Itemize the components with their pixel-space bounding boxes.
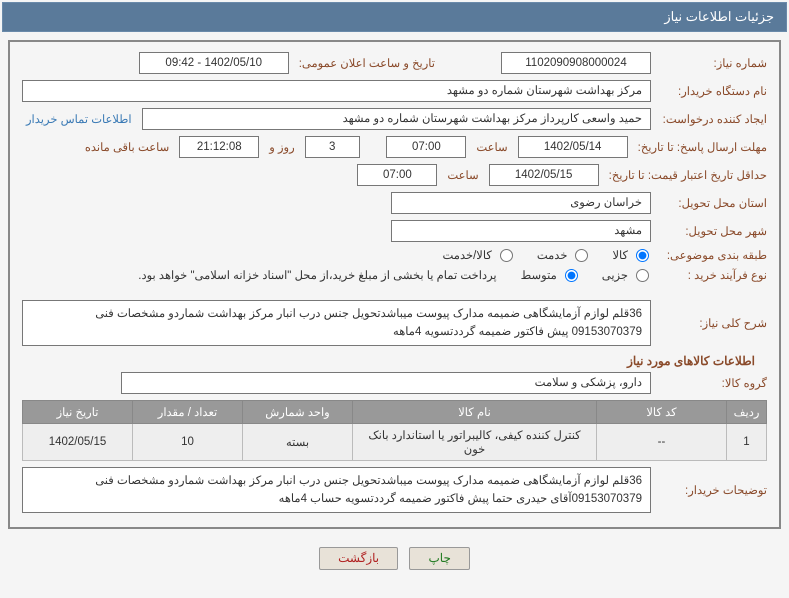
cell-name: کنترل کننده کیفی، کالیبراتور یا استاندار… (353, 424, 597, 461)
page-title: جزئیات اطلاعات نیاز (664, 9, 774, 24)
radio-small[interactable] (636, 269, 649, 282)
need-number-label: شماره نیاز: (657, 56, 767, 70)
cell-need_date: 1402/05/15 (23, 424, 133, 461)
city-label: شهر محل تحویل: (657, 224, 767, 238)
radio-medium-label: متوسط (521, 268, 557, 282)
radio-service[interactable] (575, 249, 588, 262)
th-need-date: تاریخ نیاز (23, 401, 133, 424)
buyer-org-field: مرکز بهداشت شهرستان شماره دو مشهد (22, 80, 651, 102)
th-name: نام کالا (353, 401, 597, 424)
cell-unit: بسته (243, 424, 353, 461)
days-left-field: 3 (305, 136, 360, 158)
time-left-field: 21:12:08 (179, 136, 259, 158)
goods-group-label: گروه کالا: (657, 376, 767, 390)
button-bar: چاپ بازگشت (0, 537, 789, 584)
radio-both-label: کالا/خدمت (443, 248, 492, 262)
requester-label: ایجاد کننده درخواست: (657, 112, 767, 126)
radio-service-label: خدمت (537, 248, 568, 262)
deadline-label: مهلت ارسال پاسخ: تا تاریخ: (634, 140, 767, 154)
th-code: کد کالا (597, 401, 727, 424)
buyer-org-label: نام دستگاه خریدار: (657, 84, 767, 98)
th-row: ردیف (727, 401, 767, 424)
announce-field: 1402/05/10 - 09:42 (139, 52, 289, 74)
print-button[interactable]: چاپ (409, 547, 469, 570)
buyer-notes-text: 36قلم لوازم آزمایشگاهی ضمیمه مدارک پیوست… (22, 467, 651, 513)
need-number-field: 1102090908000024 (501, 52, 651, 74)
announce-label: تاریخ و ساعت اعلان عمومی: (295, 56, 439, 70)
goods-group-field: دارو، پزشکی و سلامت (121, 372, 651, 394)
table-row: 1--کنترل کننده کیفی، کالیبراتور یا استان… (23, 424, 767, 461)
summary-label: شرح کلی نیاز: (657, 316, 767, 330)
deadline-date-field: 1402/05/14 (518, 136, 628, 158)
buyer-notes-label: توضیحات خریدار: (657, 483, 767, 497)
validity-date-field: 1402/05/15 (489, 164, 599, 186)
process-label: نوع فرآیند خرید : (657, 268, 767, 282)
deadline-time-field: 07:00 (386, 136, 466, 158)
th-qty: تعداد / مقدار (133, 401, 243, 424)
back-button[interactable]: بازگشت (319, 547, 398, 570)
radio-medium[interactable] (565, 269, 578, 282)
validity-time-field: 07:00 (357, 164, 437, 186)
process-note: پرداخت تمام یا بخشی از مبلغ خرید،از محل … (138, 268, 496, 282)
requester-field: حمید واسعی کارپرداز مرکز بهداشت شهرستان … (142, 108, 651, 130)
validity-label: حداقل تاریخ اعتبار قیمت: تا تاریخ: (605, 168, 767, 182)
radio-goods[interactable] (636, 249, 649, 262)
province-field: خراسان رضوی (391, 192, 651, 214)
radio-goods-label: کالا (612, 248, 628, 262)
time-left-label: ساعت باقی مانده (81, 140, 173, 154)
cell-row: 1 (727, 424, 767, 461)
time-label-2: ساعت (443, 168, 482, 182)
main-panel: شماره نیاز: 1102090908000024 تاریخ و ساع… (8, 40, 781, 529)
cell-qty: 10 (133, 424, 243, 461)
buyer-contact-link[interactable]: اطلاعات تماس خریدار (22, 112, 136, 126)
category-label: طبقه بندی موضوعی: (657, 248, 767, 262)
radio-both[interactable] (500, 249, 513, 262)
days-and-label: روز و (265, 140, 298, 154)
process-radio-group: جزیی متوسط (503, 268, 651, 282)
category-radio-group: کالا خدمت کالا/خدمت (425, 248, 652, 262)
summary-text: 36قلم لوازم آزمایشگاهی ضمیمه مدارک پیوست… (22, 300, 651, 346)
province-label: استان محل تحویل: (657, 196, 767, 210)
page-title-bar: جزئیات اطلاعات نیاز (2, 2, 787, 32)
th-unit: واحد شمارش (243, 401, 353, 424)
city-field: مشهد (391, 220, 651, 242)
time-label-1: ساعت (472, 140, 511, 154)
goods-table: ردیف کد کالا نام کالا واحد شمارش تعداد /… (22, 400, 767, 461)
cell-code: -- (597, 424, 727, 461)
goods-section-title: اطلاعات کالاهای مورد نیاز (22, 354, 755, 368)
radio-small-label: جزیی (602, 268, 628, 282)
